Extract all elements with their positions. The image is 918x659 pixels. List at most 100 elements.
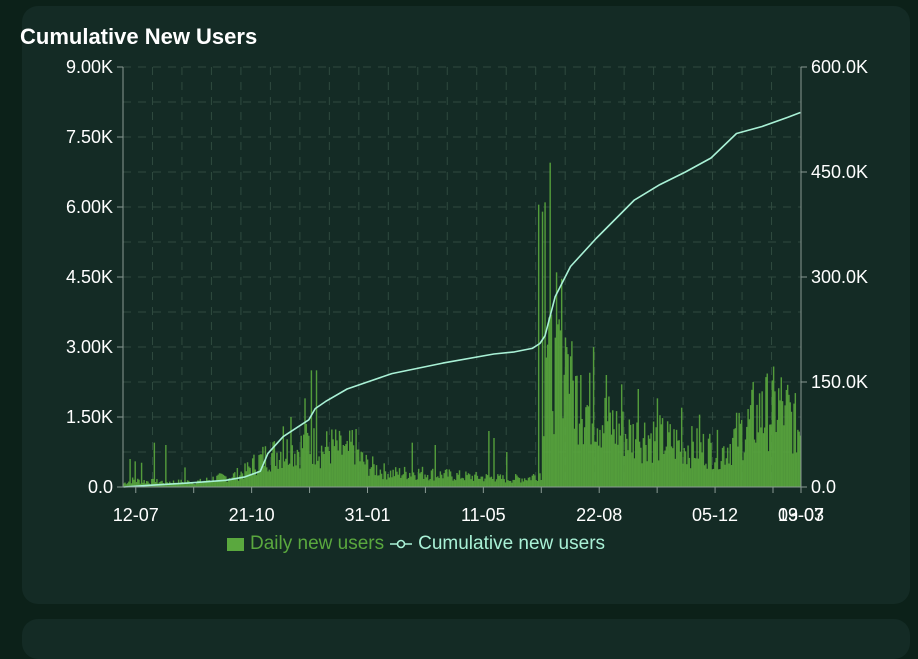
daily-bar (679, 451, 682, 487)
daily-bar (253, 454, 255, 487)
daily-bar (673, 429, 675, 487)
daily-bar (721, 447, 724, 487)
daily-bar (743, 452, 745, 487)
daily-bar (477, 478, 480, 487)
daily-bar (239, 475, 241, 487)
daily-bar (281, 468, 283, 487)
daily-bar (323, 453, 325, 487)
daily-bar (589, 372, 591, 487)
left-tick-label: 6.00K (66, 197, 113, 217)
daily-bar (391, 477, 393, 487)
daily-bar (523, 478, 526, 487)
daily-bar (521, 478, 523, 487)
daily-bar (577, 444, 579, 487)
chart-legend: Daily new users Cumulative new users (227, 533, 605, 555)
daily-bar (695, 458, 697, 487)
daily-bar (423, 478, 425, 487)
daily-bar (580, 375, 582, 487)
daily-bar (631, 452, 633, 487)
daily-bar (342, 445, 345, 487)
daily-bar (489, 477, 491, 487)
daily-bar (234, 472, 236, 487)
daily-bar (712, 468, 715, 487)
daily-bar (165, 445, 167, 487)
daily-bar (147, 481, 149, 487)
daily-bar (613, 429, 615, 487)
daily-bar (411, 442, 413, 487)
daily-bar (309, 454, 311, 487)
daily-bar (488, 431, 490, 487)
daily-bar (641, 463, 643, 487)
daily-bar (733, 429, 735, 487)
daily-bar (668, 432, 670, 487)
daily-bar (225, 476, 227, 487)
daily-bar (650, 433, 652, 487)
daily-bar (280, 451, 282, 487)
daily-bar (748, 419, 751, 487)
legend-item-daily[interactable]: Daily new users (227, 533, 384, 555)
daily-bar (401, 475, 403, 487)
daily-bar (619, 435, 622, 487)
daily-bar (548, 317, 550, 487)
daily-bar (495, 479, 498, 487)
daily-bar (350, 441, 352, 487)
daily-bar (635, 439, 637, 487)
daily-bar (632, 424, 634, 487)
daily-bar (610, 434, 613, 487)
daily-bar (458, 470, 461, 487)
daily-bar (420, 471, 422, 487)
daily-bar (703, 465, 706, 487)
legend-item-cumulative[interactable]: Cumulative new users (390, 533, 605, 555)
daily-bar (497, 474, 499, 487)
daily-bar (266, 467, 268, 487)
daily-bar (447, 476, 449, 487)
daily-bar (526, 480, 528, 487)
daily-bar (260, 454, 263, 487)
daily-bar (429, 478, 431, 487)
daily-bar (245, 471, 248, 487)
right-tick-label: 450.0K (811, 162, 868, 182)
daily-bar (305, 423, 308, 487)
daily-bar (582, 444, 585, 487)
daily-bar (771, 380, 774, 487)
daily-bar (546, 344, 549, 487)
daily-bar (337, 450, 339, 487)
daily-bar (620, 384, 623, 487)
daily-bar (605, 375, 608, 487)
daily-bar (475, 471, 477, 487)
left-tick-label: 3.00K (66, 337, 113, 357)
cumulative-users-chart: 0.0 1.50K 3.00K 4.50K 6.00K 7.50K 9.00K 0.0 150.… (66, 57, 868, 525)
daily-bar (597, 445, 600, 487)
daily-bar (329, 463, 332, 487)
daily-bar (513, 479, 516, 487)
daily-bar (553, 434, 555, 487)
daily-bar (747, 409, 749, 487)
daily-bar (190, 483, 193, 487)
daily-bar (657, 460, 660, 487)
daily-bar (189, 483, 191, 487)
daily-bar (145, 480, 148, 487)
daily-bar (428, 480, 430, 487)
daily-bar (394, 467, 397, 487)
daily-bar (267, 471, 269, 487)
daily-bar (719, 469, 721, 487)
daily-bar (431, 468, 434, 487)
daily-bar (319, 468, 322, 487)
daily-bar (595, 441, 597, 487)
daily-bar (331, 429, 333, 487)
daily-bar (341, 454, 343, 487)
daily-bar (571, 341, 573, 487)
daily-bar (723, 446, 725, 487)
daily-bar (364, 464, 366, 487)
daily-bar (290, 417, 292, 487)
daily-bar (434, 445, 436, 487)
daily-bar (485, 474, 488, 487)
daily-bar (360, 451, 362, 487)
daily-bar (416, 479, 419, 487)
daily-bar (195, 482, 198, 487)
daily-bar (243, 478, 245, 487)
daily-bar (125, 484, 127, 487)
legend-label-daily: Daily new users (250, 533, 385, 554)
daily-bar (276, 452, 278, 487)
daily-bar (716, 429, 719, 487)
